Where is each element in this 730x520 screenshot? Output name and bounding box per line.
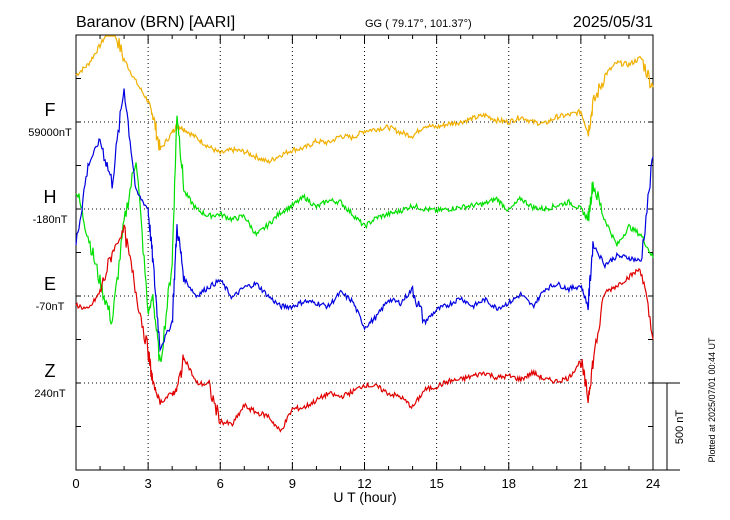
x-tick-label: 9 (289, 476, 296, 491)
series-baseline-F: 59000nT (28, 127, 72, 139)
series-name-E: E (44, 274, 56, 294)
x-tick-label: 3 (145, 476, 152, 491)
series-name-Z: Z (45, 361, 56, 381)
plotted-at-note: Plotted at 2025/07/01 00:44 UT (707, 337, 717, 463)
series-baseline-E: -70nT (36, 301, 65, 313)
plot-frame (75, 34, 654, 471)
scale-bar-label: 500 nT (674, 410, 686, 445)
series-baseline-Z: 240nT (34, 388, 65, 400)
x-axis-title: U T (hour) (333, 489, 396, 505)
x-tick-label: 21 (574, 476, 588, 491)
series-lines (75, 35, 654, 433)
scale-bar: 500 nT (653, 382, 686, 471)
x-tick-label: 0 (72, 476, 79, 491)
series-line-F (75, 35, 654, 165)
axis-ticks (75, 34, 654, 471)
station-title: Baranov (BRN) [AARI] (76, 14, 235, 31)
grid-lines (76, 35, 653, 470)
x-tick-label: 6 (217, 476, 224, 491)
series-name-F: F (45, 100, 56, 120)
series-line-Z (75, 224, 654, 433)
x-tick-label: 15 (429, 476, 443, 491)
series-baseline-H: -180nT (33, 214, 68, 226)
series-labels: F 59000nT H -180nT E -70nT Z 240nT (28, 100, 72, 400)
x-tick-labels: 0 3 6 9 12 15 18 21 24 (72, 476, 660, 491)
x-tick-label: 12 (357, 476, 371, 491)
x-tick-label: 18 (502, 476, 516, 491)
series-name-H: H (44, 187, 57, 207)
x-tick-label: 24 (646, 476, 660, 491)
date-label: 2025/05/31 (573, 14, 653, 31)
series-line-E (75, 88, 654, 353)
coordinates-label: GG ( 79.17°, 101.37°) (365, 18, 472, 30)
series-line-H (75, 115, 654, 363)
